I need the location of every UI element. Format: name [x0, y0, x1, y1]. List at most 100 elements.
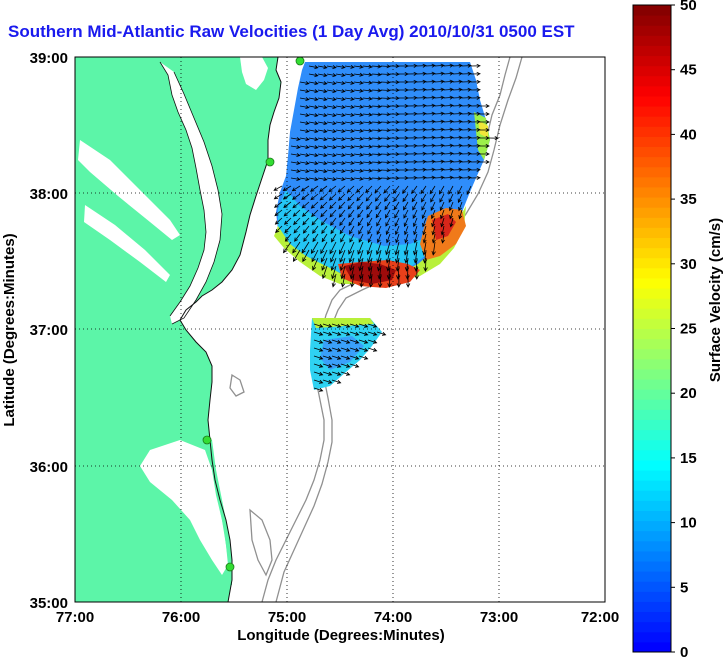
velocity-arrow [311, 249, 319, 263]
velocity-arrow [335, 145, 346, 149]
velocity-arrow [308, 81, 319, 86]
velocity-arrow [317, 153, 328, 158]
velocity-arrow [308, 89, 319, 94]
velocity-arrow [425, 159, 436, 164]
velocity-arrow [403, 201, 409, 211]
velocity-arrow [452, 87, 463, 92]
velocity-arrow [339, 241, 346, 255]
colorbar-step [633, 247, 671, 259]
colorbar-step [633, 399, 671, 410]
velocity-arrow [353, 176, 364, 181]
colorbar-label: Surface Velocity (cm/s) [707, 218, 724, 382]
velocity-arrow [380, 168, 391, 173]
velocity-arrow [395, 249, 400, 264]
velocity-arrow [429, 185, 436, 195]
colorbar-tick-label: 15 [680, 450, 697, 467]
colorbar-step [633, 45, 671, 57]
velocity-arrow [313, 339, 324, 344]
velocity-arrow [294, 233, 301, 242]
velocity-arrow [368, 273, 374, 288]
velocity-arrow [290, 145, 301, 149]
velocity-arrow [326, 65, 337, 70]
velocity-arrow [290, 169, 301, 173]
velocity-arrow [380, 120, 391, 125]
colorbar-step [633, 197, 671, 208]
x-axis: 77:00 76:00 75:00 74:00 73:00 72:00 Long… [56, 609, 619, 644]
velocity-arrow [425, 103, 436, 108]
velocity-arrow [375, 209, 382, 219]
velocity-arrow [358, 347, 369, 352]
colorbar-tick-label: 10 [680, 515, 697, 532]
velocity-arrow [425, 175, 436, 180]
colorbar-step [633, 5, 671, 16]
velocity-arrow [425, 135, 436, 140]
velocity-arrow [413, 241, 418, 256]
velocity-arrow [365, 185, 373, 194]
colorbar-step [633, 116, 671, 127]
velocity-arrow [349, 257, 355, 272]
velocity-arrow [284, 233, 292, 242]
velocity-arrow [330, 225, 337, 235]
velocity-arrow [347, 201, 355, 210]
velocity-arrow [326, 121, 337, 126]
velocity-arrow [375, 201, 382, 210]
velocity-arrow [434, 71, 445, 76]
velocity-arrow [394, 241, 400, 256]
colorbar-step [633, 328, 671, 340]
velocity-arrow [328, 185, 337, 193]
velocity-arrow [452, 119, 463, 124]
velocity-arrow [329, 201, 337, 210]
colorbar-step [633, 540, 671, 552]
velocity-arrow [367, 217, 373, 227]
pamlico-sound [140, 440, 228, 575]
colorbar-step [633, 348, 671, 360]
velocity-arrow [371, 72, 382, 77]
velocity-arrow [349, 331, 360, 336]
velocity-arrow [326, 113, 337, 118]
velocity-arrow [357, 249, 364, 264]
coastline [179, 57, 282, 602]
velocity-arrow [434, 119, 445, 124]
colorbar-step [633, 550, 671, 562]
velocity-arrow [353, 144, 364, 149]
velocity-arrow [371, 64, 382, 69]
velocity-arrow [274, 209, 283, 217]
velocity-arrow [282, 241, 292, 254]
velocity-arrow [291, 193, 301, 200]
velocity-arrow [320, 209, 328, 218]
colorbar-tick-label: 30 [680, 256, 697, 273]
velocity-arrow [380, 104, 391, 109]
velocity-arrow [380, 160, 391, 165]
velocity-arrow [405, 265, 410, 280]
velocity-arrow [299, 129, 310, 133]
velocity-arrow [313, 363, 324, 368]
velocity-arrow [308, 137, 319, 142]
colorbar-step [633, 358, 671, 370]
velocity-arrow [293, 217, 301, 226]
velocity-arrow [299, 81, 310, 85]
velocity-arrow [434, 95, 445, 100]
velocity-arrow [348, 217, 355, 227]
velocity-arrow [313, 387, 324, 392]
velocity-arrow [431, 233, 436, 244]
velocity-arrow [403, 217, 409, 228]
velocity-arrow [452, 103, 463, 108]
velocity-arrow [308, 97, 319, 102]
x-tick-label: 75:00 [268, 609, 306, 626]
velocity-arrow [335, 65, 346, 69]
velocity-arrow [320, 249, 328, 263]
velocity-arrow [366, 201, 373, 210]
velocity-arrow [353, 152, 364, 157]
velocity-arrow [422, 225, 427, 236]
y-axis-label: Latitude (Degrees:Minutes) [1, 233, 18, 426]
velocity-arrow [358, 257, 364, 272]
velocity-arrow [311, 217, 319, 226]
velocity-arrow [317, 145, 328, 150]
velocity-arrow [458, 201, 463, 212]
velocity-arrow [317, 169, 328, 174]
velocity-arrow [344, 128, 355, 133]
velocity-arrow [326, 81, 337, 86]
velocity-arrow [339, 249, 346, 263]
velocity-arrow [302, 217, 310, 226]
